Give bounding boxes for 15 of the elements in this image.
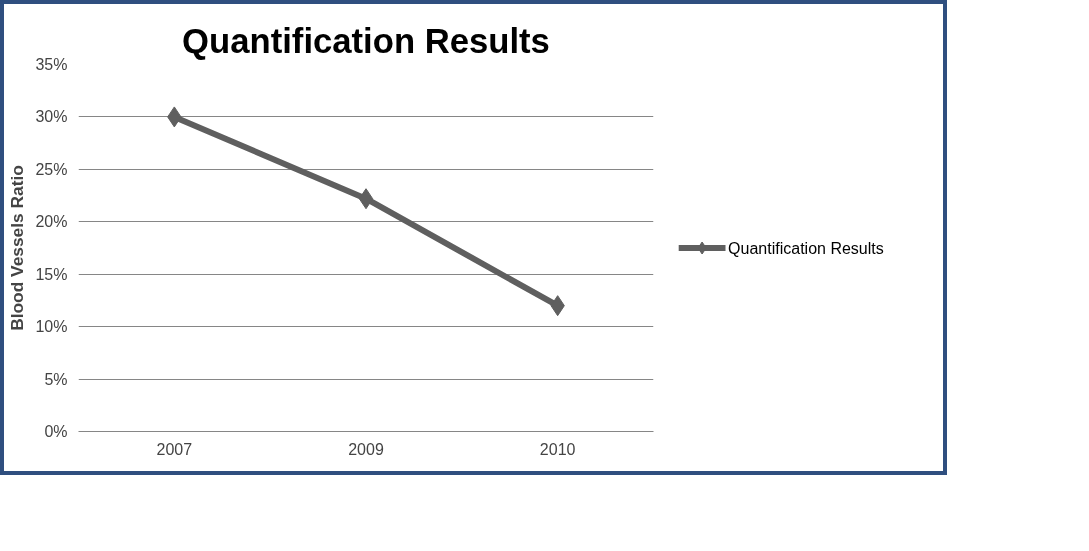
- y-tick-label: 20%: [35, 213, 68, 231]
- chart-title: Quantification Results: [182, 21, 550, 60]
- y-tick-label: 15%: [35, 265, 68, 283]
- y-tick-label: 35%: [35, 56, 68, 73]
- y-tick-label: 5%: [44, 370, 68, 388]
- y-axis-title: Blood Vessels Ratio: [7, 165, 28, 331]
- point: [358, 188, 374, 210]
- y-tick-label: 25%: [35, 160, 68, 178]
- y-tick-label: 10%: [35, 318, 68, 336]
- y-tick-label: 30%: [35, 108, 68, 126]
- x-tick-label: 2009: [348, 440, 384, 458]
- x-tick-label: 2007: [156, 440, 193, 458]
- y-tick-label: 0%: [44, 423, 68, 440]
- x-tick-label: 2010: [539, 440, 576, 458]
- legend-label: Quantification Results: [728, 239, 884, 257]
